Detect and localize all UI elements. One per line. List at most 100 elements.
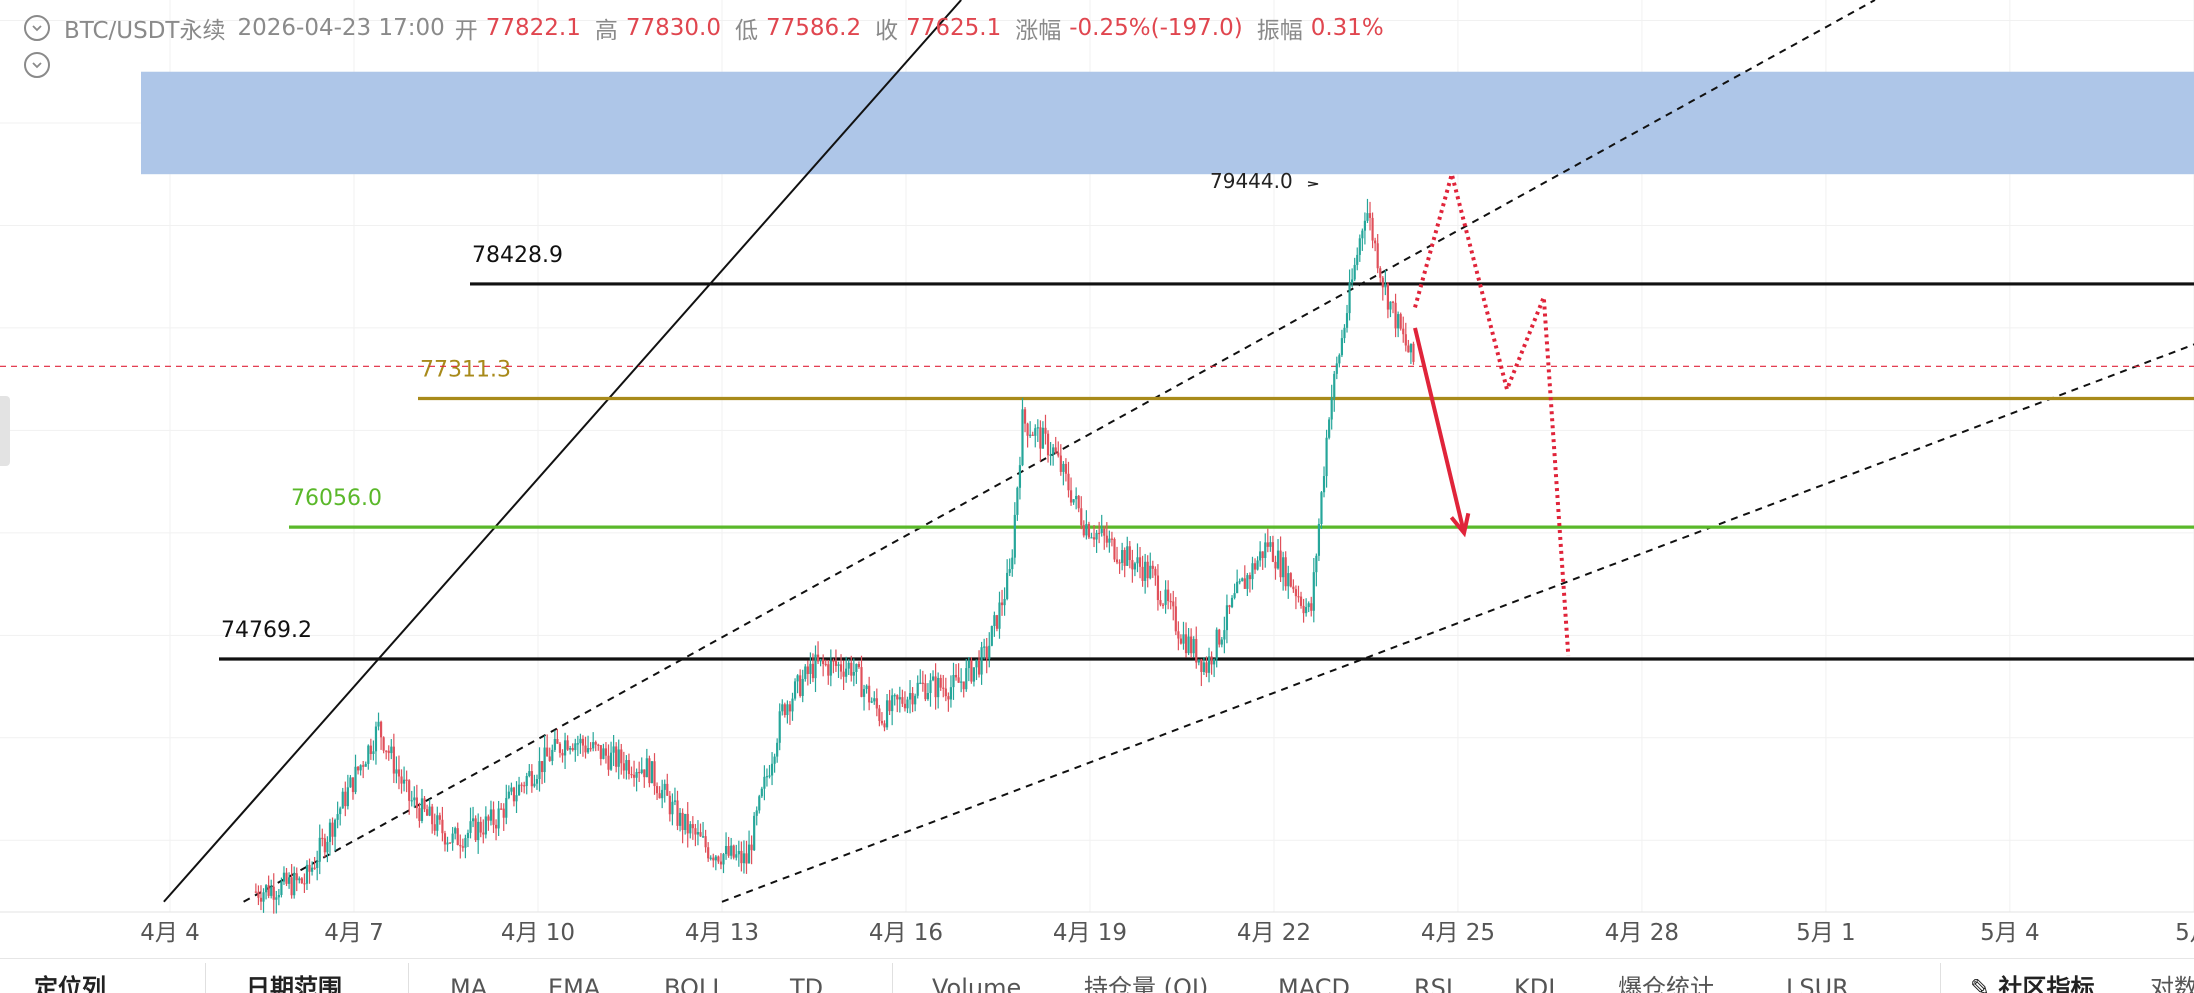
candle-body-down	[942, 687, 945, 689]
candle-body-down	[630, 774, 633, 776]
locate-button[interactable]: 定位列	[34, 974, 106, 993]
candle-body-up	[1264, 542, 1267, 558]
candle-body-down	[707, 847, 710, 859]
candle-body-up	[1133, 563, 1137, 570]
candle-body-up	[1238, 581, 1241, 583]
candle-body-up	[1041, 427, 1045, 449]
candle-body-up	[507, 791, 510, 798]
x-tick-label: 5月 4	[1980, 920, 2040, 946]
candle-body-up	[293, 873, 296, 896]
expand-indicators-button[interactable]	[24, 52, 50, 78]
x-tick-label: 4月 4	[140, 920, 200, 946]
indicator-rsi[interactable]: RSI	[1414, 974, 1453, 993]
candle-body-down	[1299, 596, 1303, 606]
candle-body-up	[1363, 220, 1367, 231]
symbol-label: BTC/USDT永续	[64, 18, 226, 44]
side-panel-handle[interactable]	[0, 396, 10, 466]
candle-body-down	[259, 897, 263, 902]
indicator-td[interactable]: TD	[790, 974, 824, 993]
indicator-ema[interactable]: EMA	[548, 974, 601, 993]
chart-canvas[interactable]: 78428.9 77311.3 76056.0 74769.2 79444.0 4月 …	[0, 0, 2194, 958]
candle-body-up	[336, 814, 339, 820]
candle-body-down	[566, 740, 569, 750]
candle-body-up	[533, 783, 536, 787]
candle-body-up	[906, 699, 909, 709]
indicator-liquidation[interactable]: 爆仓统计	[1618, 974, 1714, 993]
candle-body-up	[1095, 532, 1098, 540]
candle-body-down	[482, 832, 485, 835]
candle-body-up	[402, 779, 406, 784]
indicator-kdj[interactable]: KDJ	[1514, 974, 1556, 993]
candle-body-up	[1085, 524, 1088, 536]
candle-body-down	[839, 664, 843, 672]
candle-body-up	[270, 886, 273, 896]
candle-body-down	[704, 836, 707, 848]
log-scale-button[interactable]: 对数	[2150, 974, 2194, 993]
candle-body-up	[372, 751, 375, 754]
candle-body-down	[977, 659, 981, 675]
candle-body-down	[1174, 606, 1177, 632]
candle-body-up	[574, 743, 577, 751]
candle-body-up	[671, 801, 674, 815]
candle-body-up	[1320, 492, 1323, 524]
candle-body-down	[653, 761, 656, 787]
candle-body-down	[1274, 561, 1277, 569]
candle-body-down	[681, 812, 684, 831]
date-range-button[interactable]: 日期范围	[246, 974, 342, 993]
candle-body-up	[1351, 279, 1354, 283]
candle-body-down	[1000, 602, 1004, 606]
candle-body-up	[1230, 597, 1234, 608]
candle-body-down	[638, 771, 641, 774]
candle-body-up	[609, 752, 613, 770]
candle-body-down	[1376, 243, 1379, 269]
x-tick-label: 4月 10	[501, 920, 575, 946]
collapse-toggle-button[interactable]	[24, 15, 50, 41]
candle-body-down	[433, 824, 436, 831]
candle-body-down	[1059, 455, 1062, 472]
candle-body-up	[1325, 437, 1328, 477]
candle-body-down	[822, 659, 825, 664]
candle-body-up	[1276, 550, 1280, 569]
candle-body-down	[832, 660, 835, 662]
indicator-lsur[interactable]: LSUR	[1786, 974, 1849, 993]
x-tick-label: 4月 19	[1053, 920, 1127, 946]
candle-body-up	[471, 818, 475, 822]
candle-body-down	[719, 861, 723, 865]
candle-body-up	[310, 867, 314, 872]
change-label: 涨幅	[1015, 18, 1062, 44]
indicator-volume[interactable]: Volume	[932, 974, 1022, 993]
candle-body-down	[1412, 343, 1415, 362]
candle-body-up	[983, 646, 986, 648]
candle-body-down	[806, 666, 809, 675]
candle-body-down	[944, 688, 947, 697]
candle-body-up	[553, 739, 556, 750]
indicator-boll[interactable]: BOLL	[664, 974, 726, 993]
candle-body-up	[1358, 238, 1361, 255]
candle-body-up	[436, 815, 439, 831]
candle-body-up	[678, 812, 682, 826]
candle-body-up	[1202, 662, 1206, 672]
candle-body-down	[668, 795, 671, 815]
amplitude-label: 振幅	[1256, 18, 1303, 44]
candle-body-down	[921, 682, 924, 684]
candle-body-down	[604, 748, 608, 756]
candle-body-down	[934, 676, 937, 698]
candle-body-up	[1003, 598, 1006, 606]
candle-body-up	[1049, 454, 1052, 456]
x-tick-label: 4月 28	[1605, 920, 1679, 946]
candle-body-up	[829, 660, 832, 676]
candle-body-up	[1338, 355, 1341, 364]
candle-body-down	[1054, 447, 1057, 453]
indicator-ma[interactable]: MA	[450, 974, 488, 993]
candle-body-up	[768, 775, 771, 777]
candle-body-up	[489, 809, 493, 821]
candle-body-up	[569, 748, 572, 750]
indicator-oi[interactable]: 持仓量 (OI)	[1084, 974, 1209, 993]
candle-body-down	[418, 808, 421, 821]
community-indicators-button[interactable]: ✎ 社区指标	[1970, 974, 2094, 993]
indicator-macd[interactable]: MACD	[1278, 974, 1350, 993]
candle-body-down	[369, 745, 372, 754]
candle-body-up	[1305, 607, 1308, 614]
candle-body-up	[477, 821, 480, 841]
candle-body-down	[962, 681, 965, 690]
